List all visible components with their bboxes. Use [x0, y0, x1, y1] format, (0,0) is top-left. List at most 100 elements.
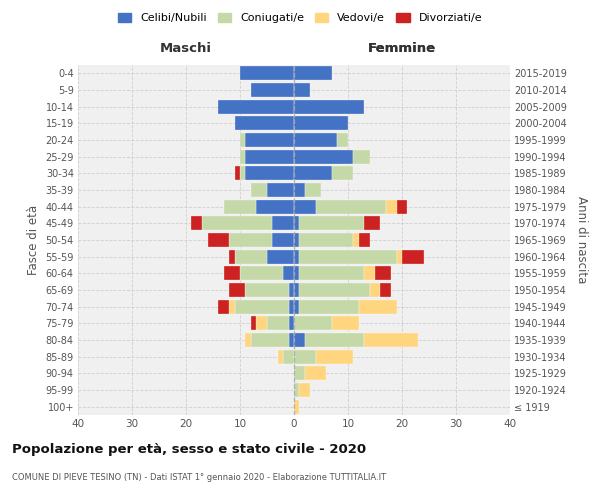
Bar [191, 216, 202, 230]
Bar [294, 83, 310, 97]
Bar [299, 266, 364, 280]
Bar [299, 300, 359, 314]
Text: Popolazione per età, sesso e stato civile - 2020: Popolazione per età, sesso e stato civil… [12, 442, 366, 456]
Bar [299, 233, 353, 247]
Bar [316, 200, 386, 214]
Bar [364, 333, 418, 347]
Bar [294, 283, 299, 297]
Bar [267, 183, 294, 197]
Bar [294, 350, 316, 364]
Bar [251, 333, 289, 347]
Bar [332, 166, 353, 180]
Bar [240, 266, 283, 280]
Bar [316, 350, 353, 364]
Bar [294, 366, 305, 380]
Bar [245, 166, 294, 180]
Bar [235, 250, 267, 264]
Bar [294, 166, 332, 180]
Bar [229, 300, 235, 314]
Bar [283, 266, 294, 280]
Bar [402, 250, 424, 264]
Bar [224, 266, 240, 280]
Bar [359, 300, 397, 314]
Bar [240, 150, 245, 164]
Legend: Celibi/Nubili, Coniugati/e, Vedovi/e, Divorziati/e: Celibi/Nubili, Coniugati/e, Vedovi/e, Di… [113, 8, 487, 28]
Bar [386, 200, 397, 214]
Bar [294, 150, 353, 164]
Bar [294, 133, 337, 147]
Bar [294, 116, 348, 130]
Bar [267, 250, 294, 264]
Bar [305, 333, 364, 347]
Bar [229, 283, 245, 297]
Bar [245, 333, 251, 347]
Bar [272, 216, 294, 230]
Bar [294, 400, 299, 414]
Bar [224, 200, 256, 214]
Bar [245, 283, 289, 297]
Bar [294, 333, 305, 347]
Bar [272, 233, 294, 247]
Bar [218, 100, 294, 114]
Bar [370, 283, 380, 297]
Bar [289, 333, 294, 347]
Bar [294, 316, 332, 330]
Bar [299, 283, 370, 297]
Bar [235, 300, 289, 314]
Bar [267, 316, 289, 330]
Bar [294, 250, 299, 264]
Bar [364, 266, 375, 280]
Bar [245, 150, 294, 164]
Bar [256, 316, 267, 330]
Bar [353, 233, 359, 247]
Bar [208, 233, 229, 247]
Bar [245, 133, 294, 147]
Bar [289, 300, 294, 314]
Bar [251, 183, 267, 197]
Bar [294, 266, 299, 280]
Bar [229, 250, 235, 264]
Bar [294, 66, 332, 80]
Bar [289, 316, 294, 330]
Text: COMUNE DI PIEVE TESINO (TN) - Dati ISTAT 1° gennaio 2020 - Elaborazione TUTTITAL: COMUNE DI PIEVE TESINO (TN) - Dati ISTAT… [12, 472, 386, 482]
Bar [235, 166, 240, 180]
Y-axis label: Anni di nascita: Anni di nascita [575, 196, 589, 284]
Bar [353, 150, 370, 164]
Bar [229, 233, 272, 247]
Bar [283, 350, 294, 364]
Bar [289, 283, 294, 297]
Bar [397, 250, 402, 264]
Bar [240, 66, 294, 80]
Bar [359, 233, 370, 247]
Bar [218, 300, 229, 314]
Bar [202, 216, 272, 230]
Bar [294, 300, 299, 314]
Bar [299, 250, 397, 264]
Text: Femmine: Femmine [368, 42, 436, 54]
Bar [299, 383, 310, 397]
Bar [375, 266, 391, 280]
Bar [278, 350, 283, 364]
Bar [299, 216, 364, 230]
Text: Maschi: Maschi [160, 42, 212, 54]
Bar [305, 366, 326, 380]
Bar [240, 166, 245, 180]
Bar [294, 100, 364, 114]
Bar [337, 133, 348, 147]
Bar [364, 216, 380, 230]
Bar [397, 200, 407, 214]
Bar [251, 316, 256, 330]
Y-axis label: Fasce di età: Fasce di età [27, 205, 40, 275]
Bar [294, 383, 299, 397]
Bar [240, 133, 245, 147]
Bar [380, 283, 391, 297]
Bar [294, 183, 305, 197]
Bar [235, 116, 294, 130]
Bar [294, 233, 299, 247]
Bar [294, 200, 316, 214]
Bar [332, 316, 359, 330]
Bar [305, 183, 321, 197]
Bar [294, 216, 299, 230]
Bar [256, 200, 294, 214]
Text: Femmine: Femmine [368, 42, 436, 54]
